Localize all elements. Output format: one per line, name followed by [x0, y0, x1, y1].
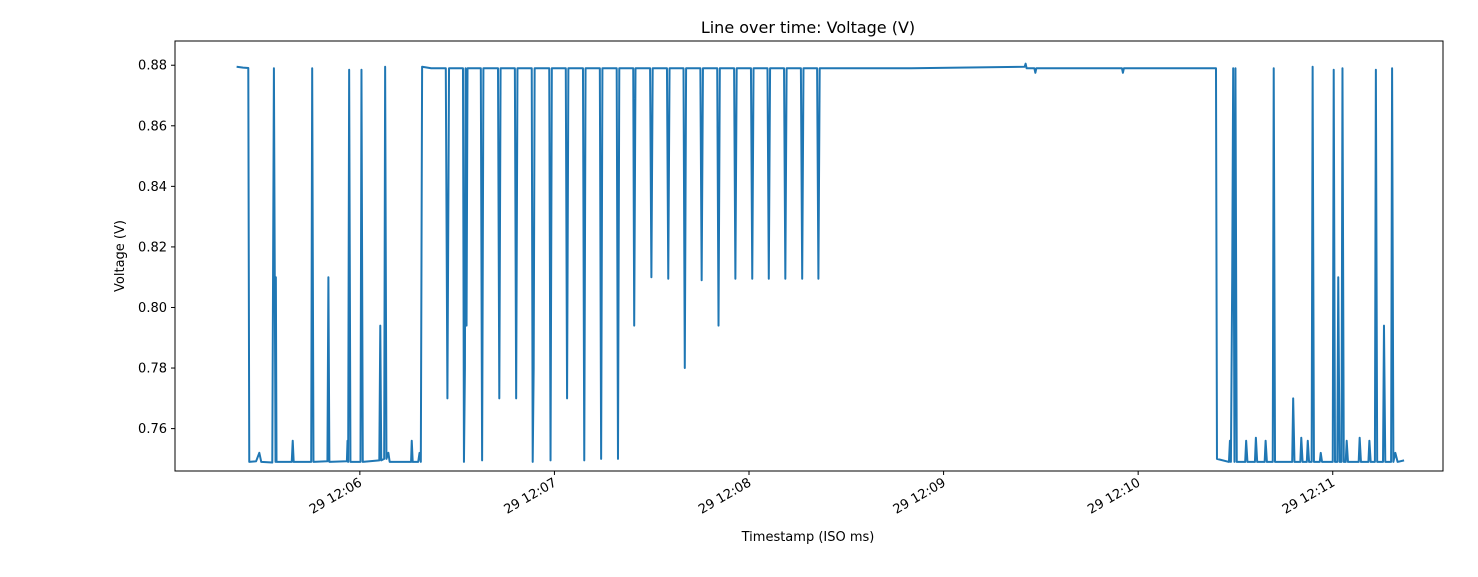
series-line: [236, 62, 1405, 464]
y-tick-label: 0.80: [138, 301, 167, 316]
y-tick-label: 0.84: [138, 180, 167, 195]
x-tick-label: 29 12:06: [307, 475, 365, 517]
y-tick-label: 0.78: [138, 362, 167, 377]
x-tick-label: 29 12:10: [1085, 475, 1143, 517]
y-tick-label: 0.88: [138, 59, 167, 74]
x-tick-label: 29 12:09: [891, 475, 949, 517]
x-tick-label: 29 12:11: [1280, 475, 1338, 517]
x-tick-label: 29 12:08: [696, 475, 754, 517]
y-tick-label: 0.82: [138, 240, 167, 255]
y-axis: 0.76 0.78 0.80 0.82 0.84 0.86 0.88: [138, 59, 175, 437]
y-tick-label: 0.86: [138, 119, 167, 134]
x-tick-label: 29 12:07: [502, 475, 560, 517]
plot-frame: [174, 40, 1444, 472]
plot-area: [236, 62, 1405, 464]
x-axis: 29 12:06 29 12:07 29 12:08 29 12:09 29 12:10…: [307, 471, 1338, 518]
y-axis-title: Voltage (V): [113, 220, 128, 292]
x-axis-title: Timestamp (ISO ms): [741, 530, 875, 545]
chart-title: Line over time: Voltage (V): [701, 18, 915, 37]
y-tick-label: 0.76: [138, 422, 167, 437]
